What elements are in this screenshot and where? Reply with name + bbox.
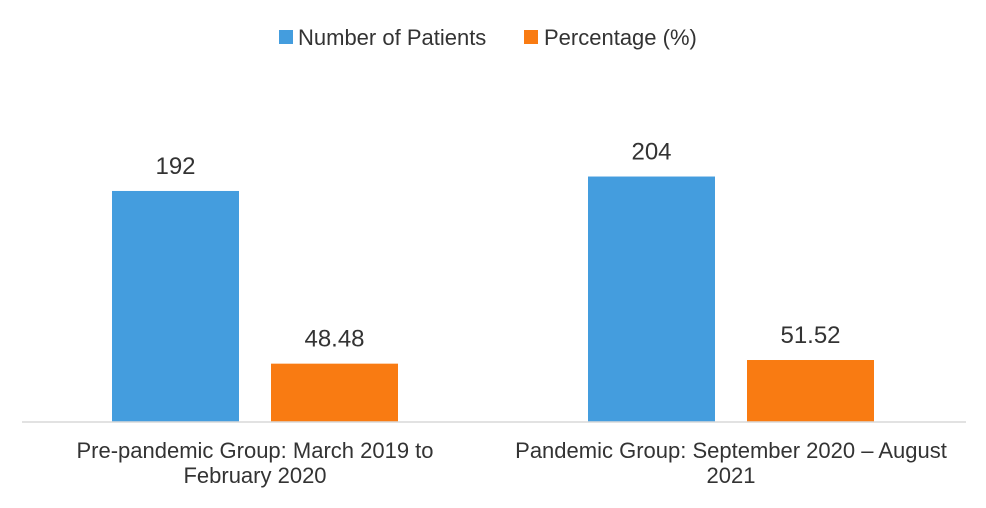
- bar-0-0: [112, 190, 239, 422]
- category-labels: Pre-pandemic Group: March 2019 toFebruar…: [76, 438, 946, 488]
- legend-swatch-1: [524, 30, 538, 44]
- data-label-0-0: 192: [155, 153, 195, 180]
- data-label-0-1: 204: [631, 139, 671, 166]
- category-label-1-line-0: Pandemic Group: September 2020 – August: [515, 438, 947, 463]
- bar-0-1: [588, 176, 715, 422]
- category-label-0-line-0: Pre-pandemic Group: March 2019 to: [76, 438, 433, 463]
- legend: Number of Patients Percentage (%): [279, 25, 697, 50]
- bar-1-1: [747, 360, 874, 422]
- legend-label-1: Percentage (%): [544, 25, 697, 50]
- category-label-1-line-1: 2021: [707, 463, 756, 488]
- data-label-1-1: 51.52: [780, 322, 840, 349]
- legend-swatch-0: [279, 30, 293, 44]
- data-label-1-0: 48.48: [304, 326, 364, 353]
- bars: 192 48.48 204 51.52: [112, 139, 874, 422]
- legend-label-0: Number of Patients: [298, 25, 486, 50]
- category-label-0-line-1: February 2020: [183, 463, 326, 488]
- bar-1-0: [271, 363, 398, 422]
